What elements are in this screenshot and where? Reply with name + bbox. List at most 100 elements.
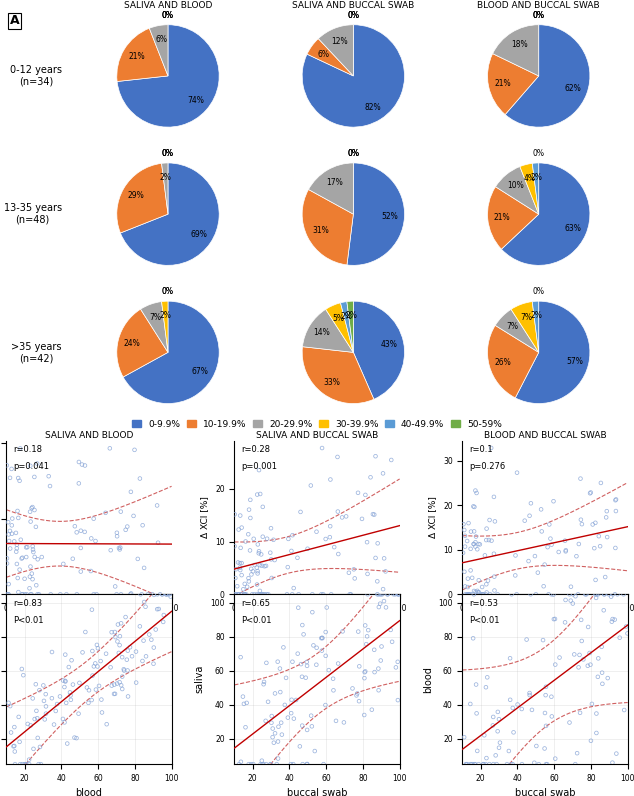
Text: A: A bbox=[10, 14, 19, 28]
Point bbox=[590, 588, 600, 601]
Point bbox=[574, 661, 584, 673]
Point bbox=[543, 588, 553, 601]
Point bbox=[301, 671, 311, 684]
Point bbox=[466, 758, 476, 771]
Point bbox=[602, 531, 612, 544]
Point bbox=[373, 588, 384, 601]
Point bbox=[603, 672, 613, 685]
Point bbox=[86, 532, 96, 544]
Point bbox=[470, 536, 481, 548]
Point bbox=[311, 525, 321, 538]
Text: 14%: 14% bbox=[314, 329, 330, 338]
Point bbox=[21, 758, 31, 771]
Text: 18%: 18% bbox=[511, 41, 527, 49]
Point bbox=[31, 579, 41, 591]
Point bbox=[122, 654, 132, 666]
Point bbox=[255, 559, 265, 572]
Point bbox=[548, 588, 559, 601]
Point bbox=[100, 506, 110, 519]
Point bbox=[236, 651, 246, 664]
Point bbox=[470, 484, 481, 497]
Point bbox=[469, 501, 479, 513]
Point bbox=[576, 472, 586, 485]
Point bbox=[544, 518, 554, 531]
Point bbox=[31, 704, 41, 717]
Point bbox=[354, 695, 364, 708]
Point bbox=[25, 515, 36, 528]
Point bbox=[461, 758, 471, 771]
Point bbox=[36, 758, 46, 771]
Point bbox=[287, 529, 297, 541]
Point bbox=[560, 616, 570, 629]
Point bbox=[508, 726, 519, 739]
Point bbox=[585, 487, 595, 500]
Y-axis label: saliva: saliva bbox=[195, 665, 205, 693]
Point bbox=[257, 758, 268, 771]
Point bbox=[307, 606, 318, 618]
Point bbox=[393, 694, 403, 707]
Point bbox=[27, 501, 37, 514]
Point bbox=[458, 518, 469, 531]
Point bbox=[293, 647, 303, 660]
Point bbox=[474, 758, 484, 771]
Point bbox=[555, 651, 565, 664]
Point bbox=[162, 588, 172, 601]
Point bbox=[547, 588, 557, 601]
Point bbox=[32, 553, 42, 566]
Point bbox=[245, 544, 255, 556]
Point bbox=[333, 505, 343, 518]
Point bbox=[41, 688, 51, 700]
Point bbox=[597, 677, 607, 690]
Point bbox=[359, 708, 369, 721]
Point bbox=[383, 588, 393, 601]
Point bbox=[560, 594, 571, 607]
Text: 43%: 43% bbox=[381, 341, 398, 349]
Point bbox=[476, 588, 486, 601]
Point bbox=[262, 533, 272, 545]
Point bbox=[17, 552, 27, 564]
Text: 0%: 0% bbox=[347, 149, 359, 158]
Text: 24%: 24% bbox=[124, 339, 141, 348]
Point bbox=[39, 695, 49, 708]
Point bbox=[257, 588, 268, 601]
Point bbox=[547, 710, 557, 723]
Point bbox=[259, 560, 269, 572]
Point bbox=[236, 541, 246, 554]
Point bbox=[20, 758, 30, 771]
Point bbox=[467, 588, 477, 601]
Point bbox=[370, 450, 380, 462]
Point bbox=[524, 687, 534, 700]
Text: r=0.18: r=0.18 bbox=[13, 445, 42, 455]
Point bbox=[463, 588, 474, 601]
Point bbox=[318, 758, 328, 771]
Point bbox=[463, 517, 474, 529]
Point bbox=[328, 673, 338, 685]
Point bbox=[586, 486, 596, 499]
Text: 0%: 0% bbox=[533, 287, 545, 296]
Point bbox=[67, 654, 77, 666]
Point bbox=[34, 684, 44, 696]
Point bbox=[296, 657, 306, 670]
Text: B: B bbox=[9, 497, 18, 510]
Point bbox=[152, 588, 162, 601]
Point bbox=[245, 512, 256, 525]
Point bbox=[508, 758, 518, 771]
Point bbox=[110, 630, 120, 643]
Point bbox=[248, 565, 258, 578]
Point bbox=[268, 731, 278, 743]
Point bbox=[333, 657, 343, 670]
Point bbox=[593, 670, 603, 683]
Point bbox=[269, 736, 279, 749]
Point bbox=[302, 656, 312, 669]
Point bbox=[567, 597, 578, 610]
Point bbox=[286, 707, 296, 720]
Point bbox=[469, 588, 479, 601]
Point bbox=[254, 547, 264, 560]
Text: 0%: 0% bbox=[162, 149, 174, 158]
Point bbox=[109, 678, 119, 691]
Point bbox=[570, 758, 580, 771]
Point bbox=[302, 659, 312, 672]
Point bbox=[89, 588, 99, 601]
Text: 2%: 2% bbox=[160, 311, 172, 320]
Wedge shape bbox=[309, 163, 353, 214]
